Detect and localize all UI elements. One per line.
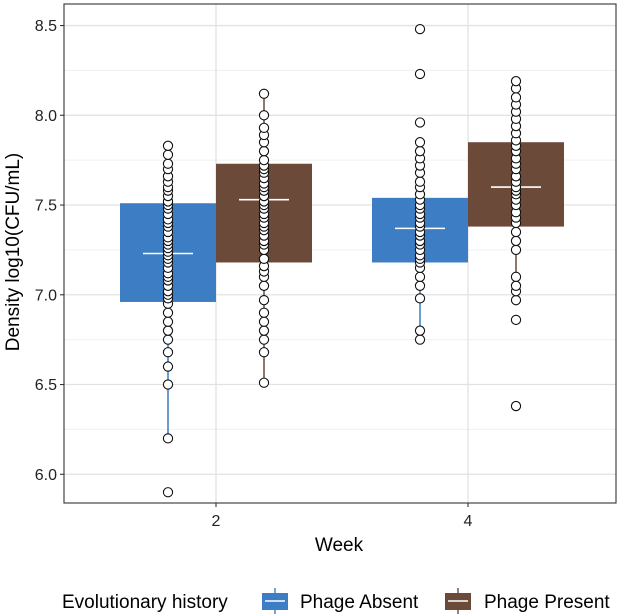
- data-point: [414, 325, 426, 336]
- data-point: [162, 487, 174, 498]
- data-point: [258, 253, 270, 265]
- data-point: [510, 295, 522, 306]
- plot-layer: [120, 23, 564, 498]
- panel-border: [63, 3, 617, 504]
- data-point: [258, 307, 270, 318]
- data-point: [258, 334, 270, 345]
- data-point: [162, 307, 174, 318]
- legend: Evolutionary history Phage Absent Phage …: [62, 587, 610, 615]
- y-tick-label: 6.5: [35, 377, 57, 394]
- data-point: [414, 23, 426, 35]
- x-tick-label: 4: [464, 513, 473, 530]
- data-point: [162, 140, 174, 151]
- data-point: [414, 293, 426, 304]
- data-point: [258, 316, 270, 327]
- y-tick-label: 8.5: [35, 18, 57, 35]
- data-point: [510, 271, 522, 282]
- data-point: [414, 280, 426, 291]
- y-tick-label: 8.0: [35, 108, 57, 125]
- data-point: [258, 280, 270, 291]
- data-point: [258, 155, 270, 166]
- legend-item-phage-absent: Phage Absent: [260, 587, 419, 615]
- data-point: [258, 110, 270, 121]
- legend-item-phage-present: Phage Present: [443, 587, 610, 615]
- data-point: [162, 361, 174, 372]
- legend-label-phage-absent: Phage Absent: [300, 592, 419, 613]
- data-point: [510, 76, 522, 87]
- legend-label-phage-present: Phage Present: [484, 592, 610, 613]
- data-point: [162, 347, 174, 358]
- data-point: [510, 235, 522, 247]
- data-point: [414, 117, 426, 128]
- data-point: [258, 377, 270, 388]
- x-axis-title: Week: [315, 535, 364, 556]
- data-point: [258, 347, 270, 358]
- data-point: [162, 149, 174, 160]
- data-point: [258, 122, 270, 134]
- data-point: [162, 334, 174, 345]
- data-point: [510, 314, 522, 326]
- data-point: [510, 280, 522, 291]
- data-point: [162, 316, 174, 327]
- data-point: [162, 379, 174, 390]
- data-point: [414, 137, 426, 148]
- data-point: [258, 88, 270, 99]
- data-point: [510, 244, 522, 256]
- data-point: [510, 92, 522, 103]
- data-point: [414, 176, 426, 187]
- data-point: [258, 325, 270, 336]
- legend-title: Evolutionary history: [62, 592, 228, 613]
- y-tick-label: 6.0: [35, 467, 57, 484]
- data-point: [162, 433, 174, 444]
- data-point: [258, 295, 270, 306]
- y-tick-label: 7.0: [35, 287, 57, 304]
- data-point: [414, 68, 426, 80]
- data-point: [414, 334, 426, 345]
- data-point: [510, 226, 522, 238]
- data-point: [162, 325, 174, 336]
- y-axis-title: Density log10(CFU/mL): [3, 153, 24, 352]
- x-tick-label: 2: [212, 513, 221, 530]
- data-point: [162, 158, 174, 169]
- data-point: [414, 146, 426, 157]
- data-point: [258, 146, 270, 157]
- y-tick-label: 7.5: [35, 198, 57, 215]
- data-point: [510, 400, 522, 412]
- axes-layer: 6.0 6.5 7.0 7.5 8.0 8.5 2 4: [35, 3, 617, 530]
- data-point: [414, 271, 426, 282]
